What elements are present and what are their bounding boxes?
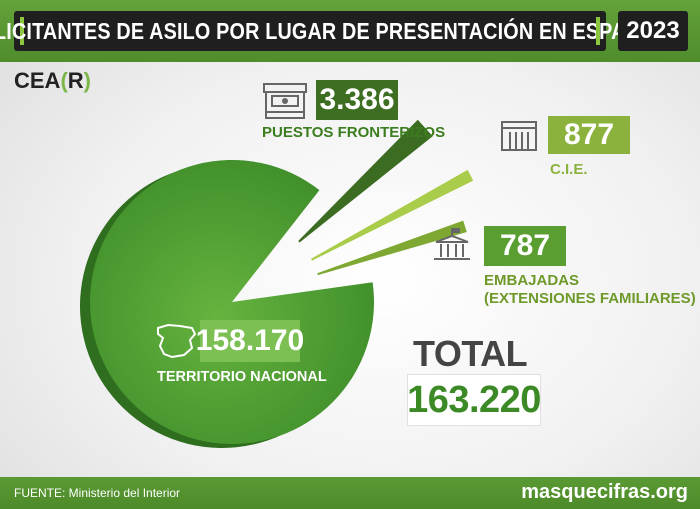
footer-bar: FUENTE: Ministerio del Interior masqueci…	[0, 477, 700, 509]
spain-map-icon	[157, 323, 197, 359]
slice-puestos	[298, 119, 433, 243]
embajadas-value: 787	[484, 226, 566, 266]
border-post-icon	[263, 83, 307, 119]
embajadas-caption-1: EMBAJADAS	[484, 272, 580, 289]
territorio-value: 158.170	[196, 320, 304, 362]
logo-paren-close: )	[83, 68, 91, 93]
header-bar: SOLICITANTES DE ASILO POR LUGAR DE PRESE…	[0, 0, 700, 62]
year-badge: 2023	[618, 11, 688, 51]
logo-paren-open: (	[60, 68, 68, 93]
source-note: FUENTE: Ministerio del Interior	[14, 486, 181, 500]
title-box: SOLICITANTES DE ASILO POR LUGAR DE PRESE…	[0, 11, 654, 51]
puestos-caption: PUESTOS FRONTERIZOS	[262, 124, 446, 141]
puestos-value: 3.386	[316, 80, 398, 120]
slice-embajadas	[317, 220, 467, 276]
logo-prefix: CEA	[14, 68, 61, 93]
cie-value: 877	[548, 116, 630, 154]
logo-letter: R	[67, 68, 84, 93]
embajadas-caption-2: (EXTENSIONES FAMILIARES)	[484, 290, 696, 307]
total-value: 163.220	[407, 374, 541, 426]
territorio-caption: TERRITORIO NACIONAL	[157, 369, 327, 385]
slice-cie	[310, 169, 474, 261]
detention-center-icon	[501, 121, 537, 151]
embassy-icon	[434, 228, 470, 260]
cear-logo: CEA(R)	[14, 68, 91, 94]
site-link[interactable]: masquecifras.org	[521, 481, 688, 503]
page-title: SOLICITANTES DE ASILO POR LUGAR DE PRESE…	[0, 17, 655, 44]
total-label: TOTAL	[413, 333, 528, 374]
slice-territorio	[89, 160, 374, 445]
cie-caption: C.I.E.	[550, 161, 588, 178]
